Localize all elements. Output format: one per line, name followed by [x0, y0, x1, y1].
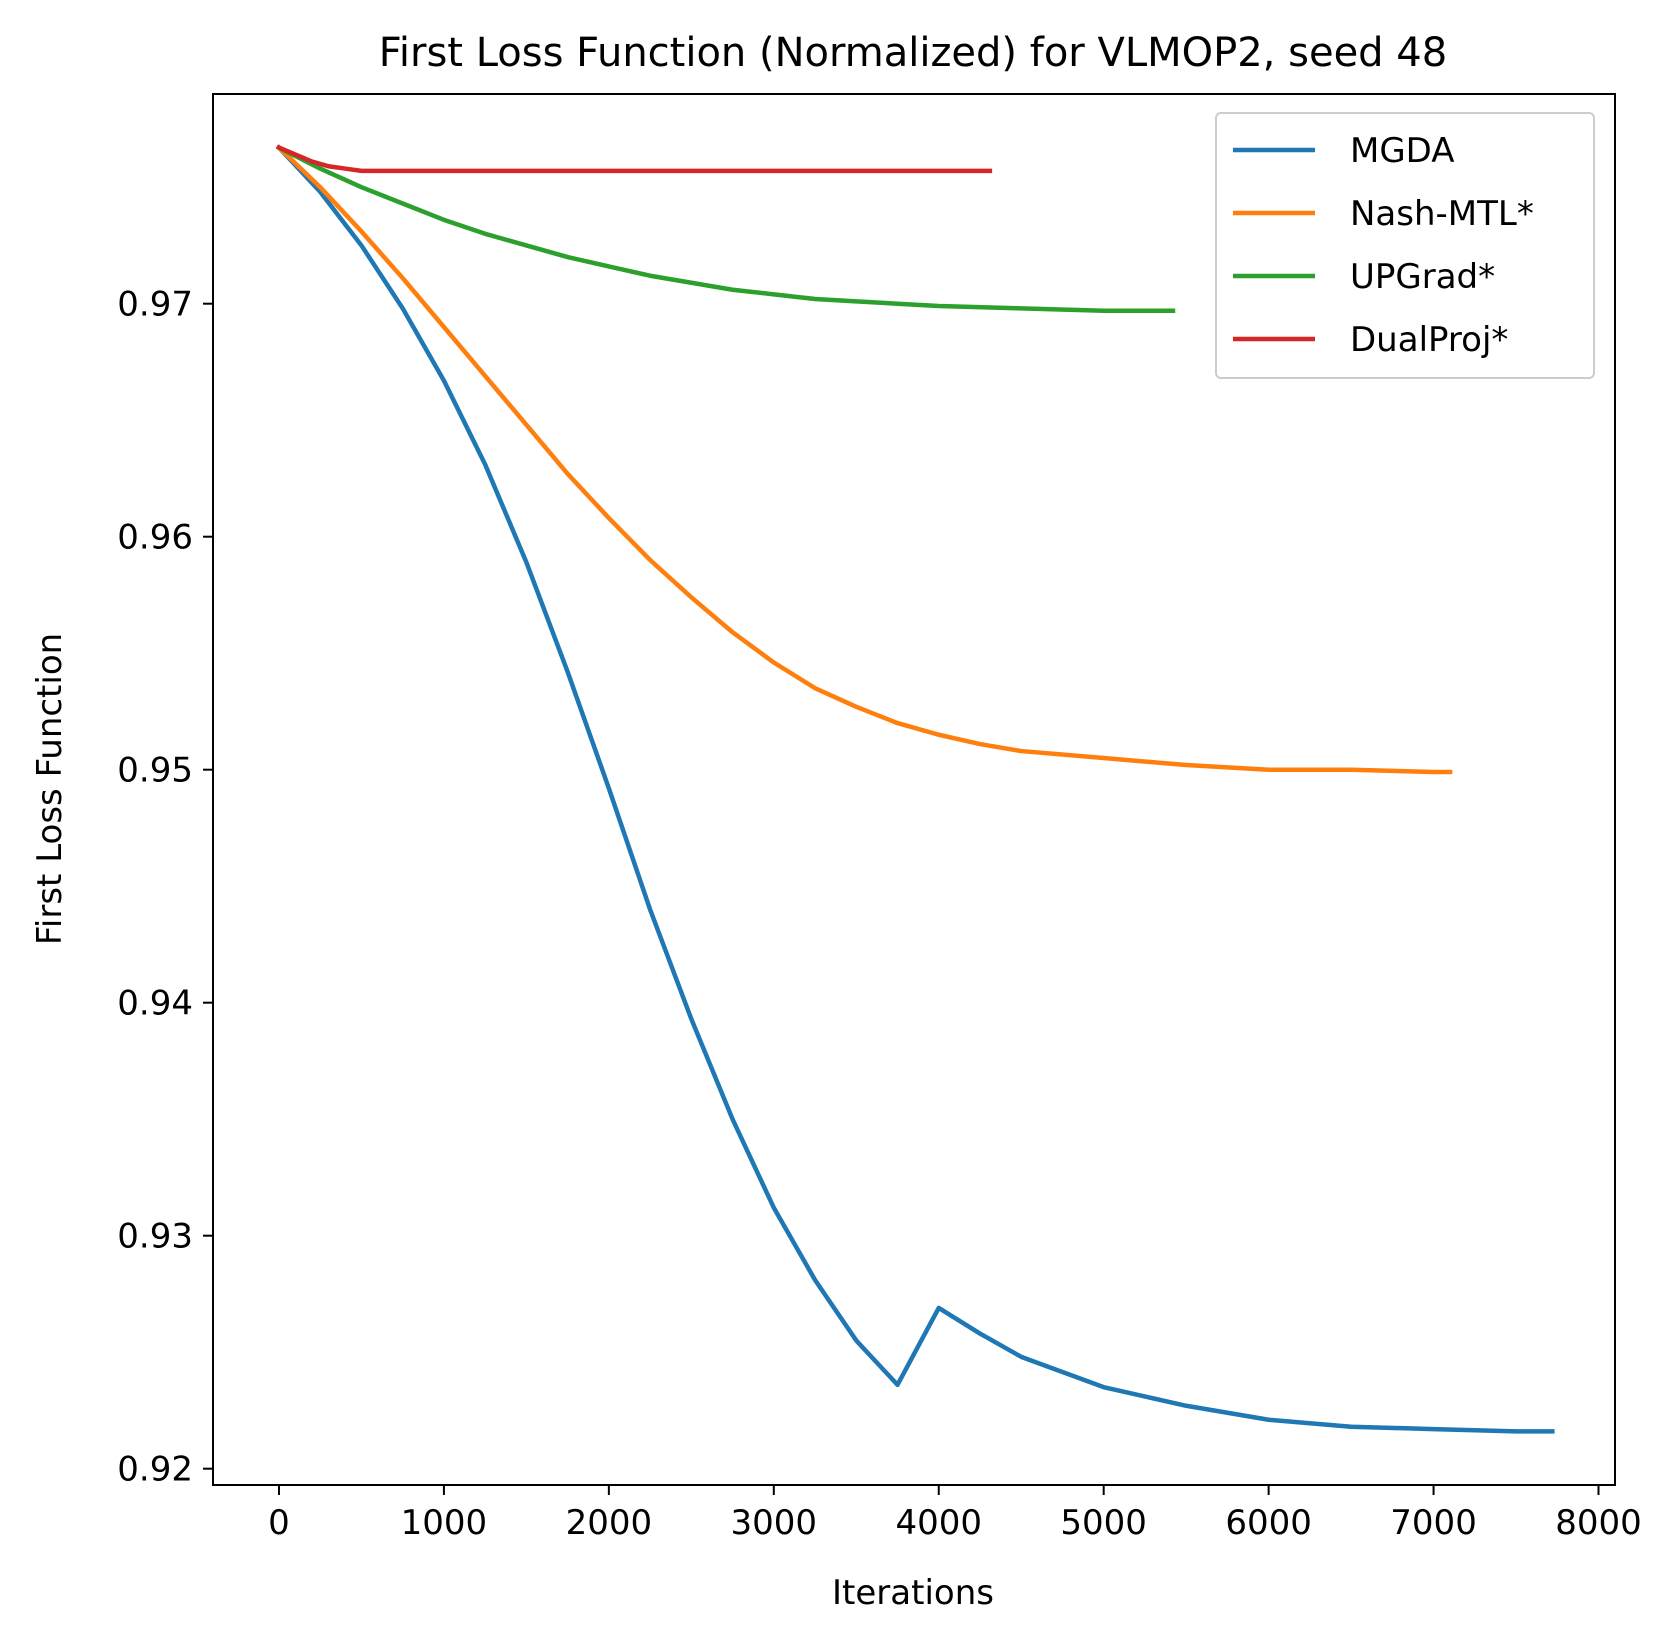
y-tick-label: 0.94 [117, 984, 193, 1024]
x-tick-label: 6000 [1225, 1503, 1312, 1543]
y-axis-label: First Loss Function [30, 633, 70, 945]
x-tick-label: 3000 [731, 1503, 818, 1543]
series-line-3 [276, 144, 993, 174]
x-tick-label: 5000 [1060, 1503, 1147, 1543]
plot-frame [212, 93, 1616, 1486]
legend-box [1215, 112, 1595, 379]
legend: MGDA Nash-MTL* UPGrad* DualProj* [1215, 112, 1595, 379]
series-layer [275, 144, 1555, 1434]
y-tick-label: 0.95 [117, 751, 193, 791]
x-tick-label: 7000 [1390, 1503, 1477, 1543]
x-tick-label: 2000 [566, 1503, 653, 1543]
x-tick-label: 0 [268, 1503, 290, 1543]
legend-label-2: UPGrad* [1350, 257, 1495, 297]
x-tick-label: 4000 [895, 1503, 982, 1543]
x-tick-label: 1000 [401, 1503, 488, 1543]
legend-label-0: MGDA [1350, 131, 1455, 171]
y-tick-label: 0.97 [117, 285, 193, 325]
legend-label-3: DualProj* [1350, 320, 1508, 360]
y-tick-label: 0.92 [117, 1450, 193, 1490]
legend-entries: MGDA Nash-MTL* UPGrad* DualProj* [1233, 131, 1534, 360]
y-tick-label: 0.93 [117, 1217, 193, 1257]
axis-ticks: 0 1000 2000 3000 4000 5000 6000 7000 8000 0.92 0.9… [117, 285, 1641, 1543]
x-tick-label: 8000 [1555, 1503, 1642, 1543]
y-tick-label: 0.96 [117, 518, 193, 558]
legend-label-1: Nash-MTL* [1350, 194, 1534, 234]
series-line-2 [275, 144, 1176, 313]
chart-title: First Loss Function (Normalized) for VLM… [379, 30, 1447, 76]
x-axis-label: Iterations [832, 1573, 994, 1613]
series-line-1 [275, 144, 1453, 775]
series-line-0 [275, 144, 1555, 1434]
